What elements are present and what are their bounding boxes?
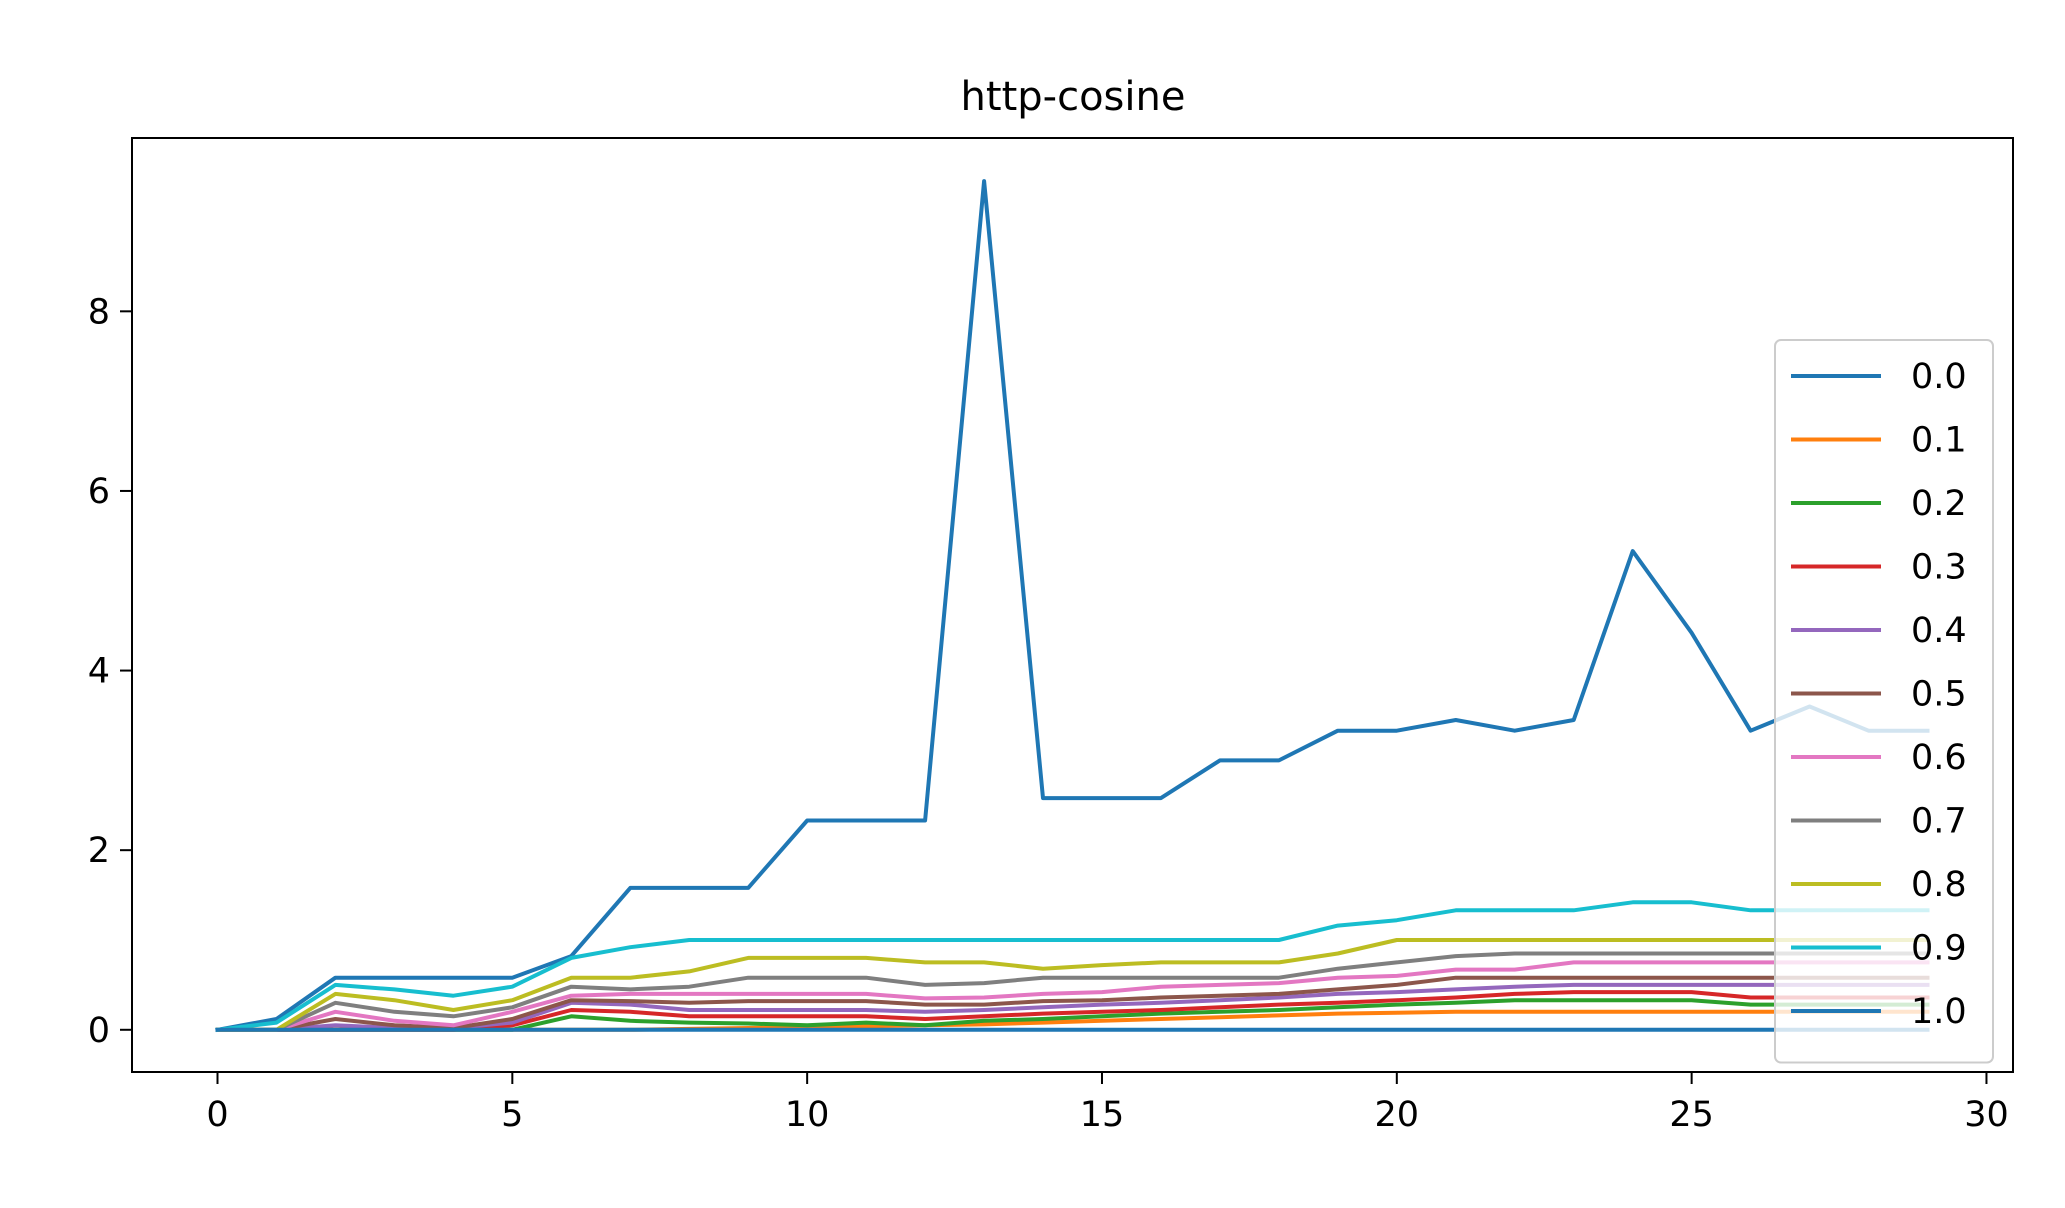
series-line-0.6 (215, 960, 1930, 1032)
y-tick-label: 2 (88, 831, 110, 871)
legend-label: 0.6 (1911, 738, 1967, 778)
legend-label: 0.9 (1911, 929, 1967, 969)
legend-label: 0.7 (1911, 802, 1967, 842)
y-tick-label: 8 (88, 292, 110, 332)
legend: 0.0 0.1 0.2 0.3 0.4 0.5 0.6 0.7 0.8 0.9 1.0 (1774, 339, 1994, 1064)
plot-lines (215, 179, 1930, 1033)
y-tick-label: 4 (88, 652, 110, 692)
x-tick-label: 15 (1080, 1095, 1125, 1135)
x-tick-label: 10 (785, 1095, 830, 1135)
x-tick-label: 30 (1964, 1095, 2009, 1135)
series-line-0.4 (215, 982, 1930, 1032)
y-tick-label: 0 (88, 1011, 110, 1051)
y-axis: 0 2 4 6 8 (88, 292, 132, 1051)
legend-label: 0.1 (1911, 421, 1967, 461)
legend-label: 0.4 (1911, 611, 1967, 651)
x-tick-label: 5 (501, 1095, 523, 1135)
x-tick-label: 25 (1669, 1095, 1714, 1135)
series-line-0.5 (215, 975, 1930, 1032)
legend-label: 0.5 (1911, 675, 1967, 715)
x-tick-label: 0 (206, 1095, 228, 1135)
series-line-0.7 (215, 951, 1930, 1032)
x-tick-label: 20 (1375, 1095, 1420, 1135)
series-line-0.0 (215, 179, 1930, 1033)
chart-title: http-cosine (961, 74, 1186, 120)
legend-label: 0.3 (1911, 548, 1967, 588)
y-tick-label: 6 (88, 472, 110, 512)
x-axis: 0 5 10 15 20 25 30 (206, 1072, 2009, 1135)
plot-frame (131, 137, 2014, 1073)
series-line-0.8 (215, 938, 1930, 1032)
legend-label: 0.2 (1911, 484, 1967, 524)
series-line-0.3 (215, 990, 1930, 1032)
legend-box (1774, 339, 1994, 1064)
legend-label: 0.8 (1911, 865, 1967, 905)
series-line-0.9 (215, 900, 1930, 1033)
legend-label: 1.0 (1911, 992, 1967, 1032)
legend-label: 0.0 (1911, 357, 1967, 397)
